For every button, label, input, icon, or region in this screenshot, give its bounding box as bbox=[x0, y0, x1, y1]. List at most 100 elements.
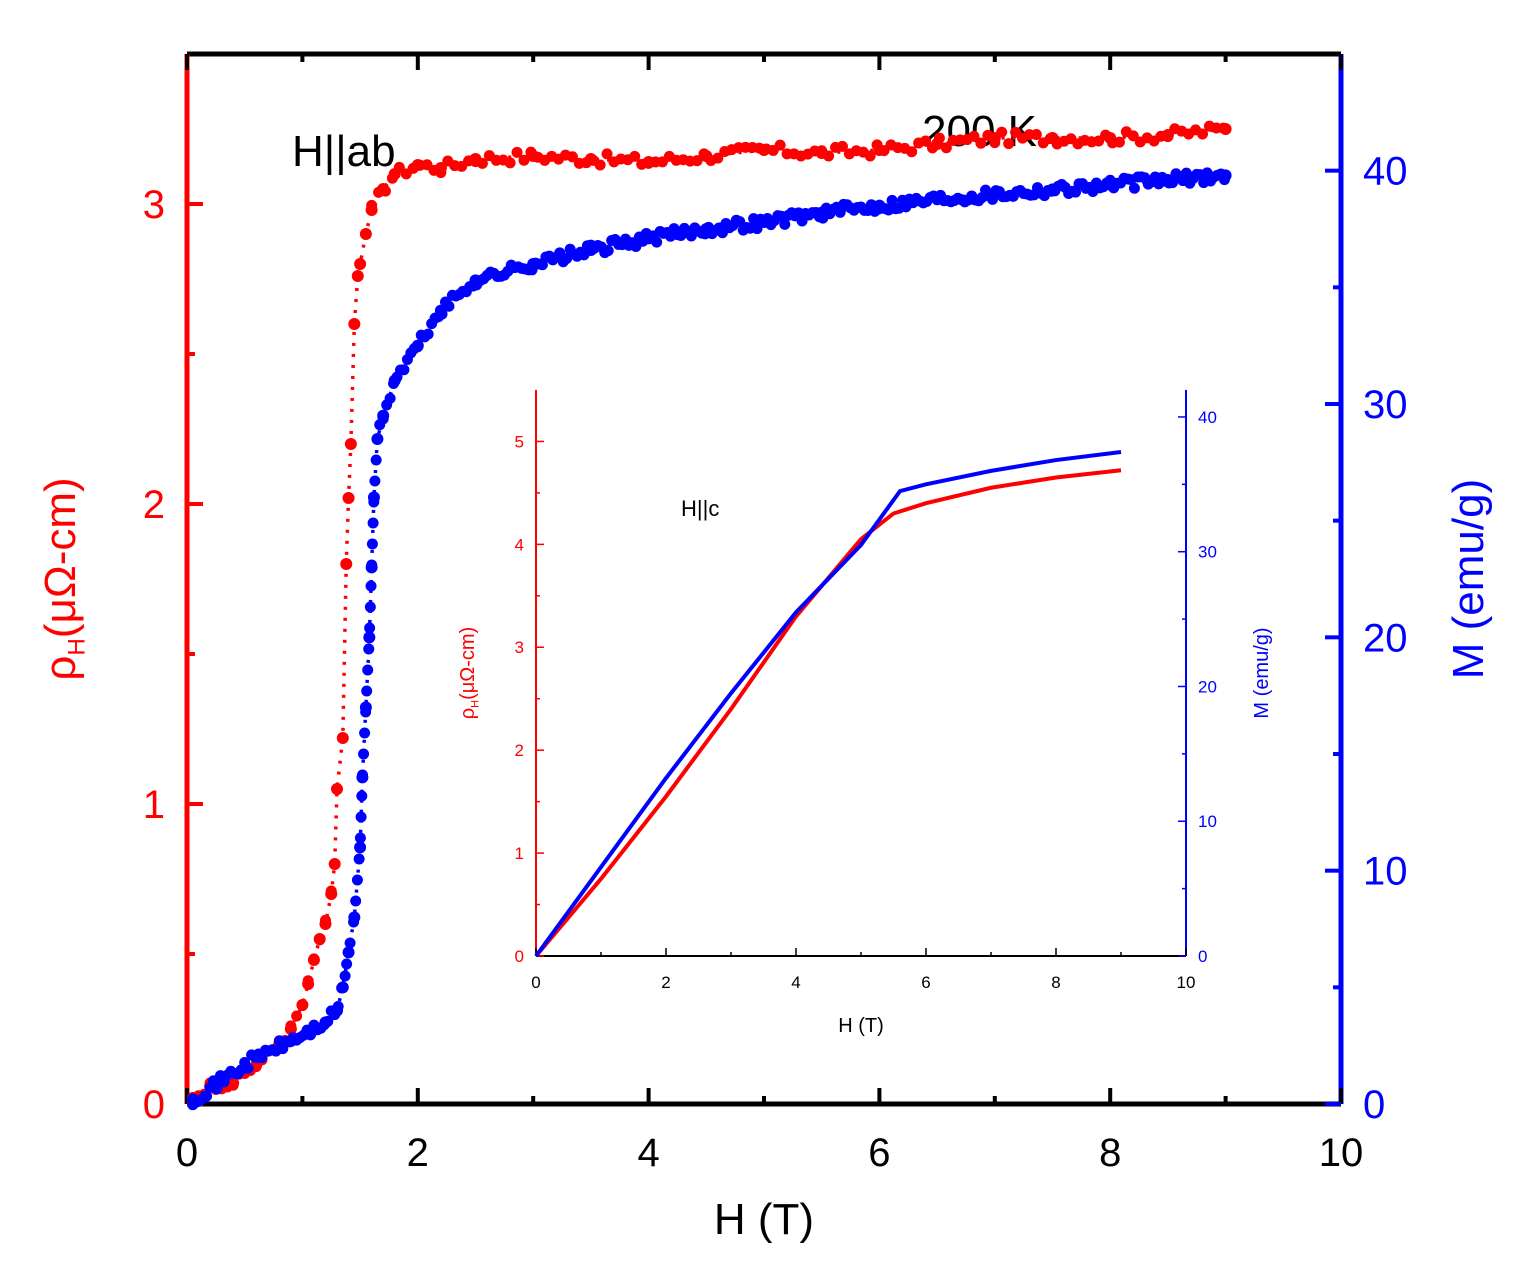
main-y-left-axis-title: ρH(μΩ-cm) bbox=[36, 477, 91, 680]
rho-ab-point bbox=[328, 858, 341, 870]
rho-ab-point bbox=[698, 148, 710, 160]
m-ab-point bbox=[1070, 186, 1082, 198]
inset-y-left-tick-label: 0 bbox=[515, 947, 524, 966]
m-ab-point bbox=[342, 946, 355, 959]
main-x-tick-label: 8 bbox=[1099, 1131, 1121, 1175]
rho-ab-point bbox=[864, 150, 876, 162]
inset-background bbox=[536, 390, 1186, 956]
rho-ab-point bbox=[348, 318, 361, 330]
m-ab-point bbox=[242, 1062, 254, 1074]
m-ab-point bbox=[358, 748, 370, 760]
m-ab-point bbox=[371, 433, 384, 445]
m-ab-point bbox=[357, 769, 369, 781]
rho-ab-point bbox=[227, 1079, 239, 1091]
main-y-right-tick-label: 30 bbox=[1363, 383, 1408, 427]
inset-y-right-tick-label: 10 bbox=[1198, 812, 1217, 831]
m-ab-point bbox=[201, 1090, 213, 1102]
m-ab-point bbox=[359, 727, 371, 739]
inset-x-tick-label: 0 bbox=[531, 973, 540, 992]
main-y-left-tick-label: 3 bbox=[143, 183, 165, 227]
rho-c-line bbox=[534, 468, 1122, 958]
inset-y-left-tick-label: 1 bbox=[515, 844, 524, 863]
main-y-right-tick-label: 20 bbox=[1363, 616, 1408, 660]
rho-ab-point bbox=[823, 150, 835, 162]
m-ab-point bbox=[422, 328, 434, 340]
rho-ab-point bbox=[379, 185, 391, 197]
main-y-left-title-sub: H bbox=[64, 638, 91, 655]
inset-y-right-tick-label: 30 bbox=[1198, 543, 1217, 562]
main-x-tick-label: 10 bbox=[1319, 1131, 1364, 1175]
inset-y-right-tick-label: 40 bbox=[1198, 408, 1217, 427]
m-ab-point bbox=[886, 194, 898, 206]
m-ab-point bbox=[377, 413, 389, 425]
m-c-line bbox=[534, 450, 1122, 958]
rho-ab-point bbox=[629, 150, 641, 162]
inset-x-tick-label: 4 bbox=[791, 973, 800, 992]
main-y-left-tick-label: 1 bbox=[143, 783, 165, 827]
inset-x-tick-label: 6 bbox=[921, 973, 930, 992]
m-ab-point bbox=[348, 916, 360, 928]
m-ab-point bbox=[367, 517, 379, 529]
inset-y-left-tick-label: 2 bbox=[515, 741, 524, 760]
rho-ab-point bbox=[386, 172, 398, 184]
rho-ab-point bbox=[996, 126, 1008, 138]
rho-ab-point bbox=[340, 558, 353, 570]
main-y-right-tick-label: 40 bbox=[1363, 150, 1408, 194]
rho-ab-point bbox=[308, 953, 320, 965]
rho-ab-point bbox=[336, 732, 349, 744]
m-ab-point bbox=[344, 937, 356, 949]
m-ab-point bbox=[364, 601, 376, 613]
rho-ab-point bbox=[302, 975, 314, 987]
m-ab-point bbox=[779, 218, 791, 230]
main-y-left-title-base: ρ bbox=[36, 656, 85, 681]
m-ab-point bbox=[443, 300, 455, 312]
m-ab-point bbox=[1218, 174, 1230, 186]
rho-ab-point bbox=[774, 139, 786, 151]
main-y-left-tick-label: 0 bbox=[143, 1083, 165, 1127]
inset-y-left-tick-label: 4 bbox=[515, 535, 524, 554]
m-ab-point bbox=[412, 341, 424, 353]
rho-ab-point bbox=[331, 783, 344, 795]
main-y-left-tick-label: 2 bbox=[143, 483, 165, 527]
rho-ab-point bbox=[836, 140, 848, 152]
rho-ab-point bbox=[906, 146, 918, 158]
m-ab-point bbox=[384, 392, 396, 404]
m-ab-point bbox=[651, 236, 663, 248]
m-ab-point bbox=[353, 853, 365, 865]
m-ab-point bbox=[354, 841, 367, 854]
m-ab-point bbox=[355, 811, 367, 823]
rho-ab-point bbox=[975, 137, 987, 149]
rho-ab-point bbox=[291, 1010, 303, 1022]
m-ab-point bbox=[336, 982, 348, 994]
rho-ab-point bbox=[285, 1020, 297, 1032]
rho-ab-point bbox=[982, 129, 994, 141]
rho-ab-point bbox=[342, 492, 355, 504]
inset-annotation: H||c bbox=[681, 496, 719, 521]
main-y-right-axis-title: M (emu/g) bbox=[1444, 479, 1493, 679]
main-y-left-title-rest: (μΩ-cm) bbox=[36, 477, 85, 638]
rho-ab-point bbox=[393, 161, 405, 173]
rho-ab-point bbox=[1162, 131, 1174, 143]
m-ab-point bbox=[363, 643, 375, 655]
m-ab-point bbox=[322, 1015, 334, 1027]
rho-ab-point bbox=[504, 157, 516, 169]
m-ab-point bbox=[602, 245, 614, 257]
rho-ab-point bbox=[1217, 122, 1229, 134]
rho-ab-point bbox=[325, 885, 337, 897]
m-ab-point bbox=[363, 631, 376, 644]
rho-ab-point bbox=[1100, 129, 1112, 141]
inset-y-right-axis-title: M (emu/g) bbox=[1251, 627, 1273, 718]
inset-y-left-tick-label: 5 bbox=[515, 432, 524, 451]
rho-ab-point bbox=[1030, 128, 1042, 140]
m-ab-point bbox=[368, 496, 380, 508]
m-ab-point bbox=[332, 1000, 344, 1012]
rho-ab-point bbox=[511, 146, 523, 158]
m-ab-point bbox=[578, 249, 590, 261]
inset-y-right-tick-label: 20 bbox=[1198, 677, 1217, 696]
inset-y-left-tick-label: 3 bbox=[515, 638, 524, 657]
rho-ab-point bbox=[351, 270, 364, 282]
rho-ab-point bbox=[1003, 138, 1015, 150]
inset-y-left-title-rest: (μΩ-cm) bbox=[457, 627, 479, 700]
